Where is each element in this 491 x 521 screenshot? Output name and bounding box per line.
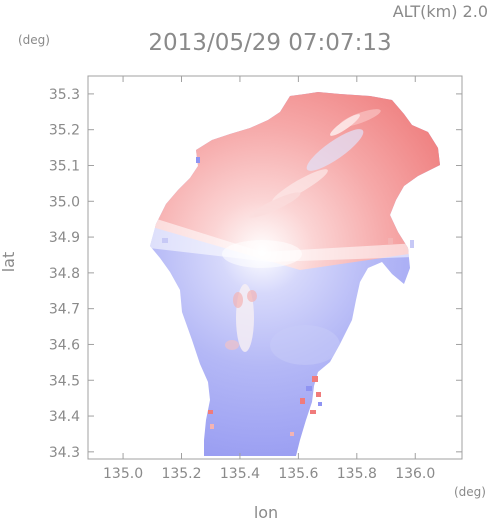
y-tick-label: 35.0 [49,194,80,210]
altitude-label: ALT(km) 2.0 [393,2,488,21]
x-axis: 135.0 135.2 135.4 135.6 135.8 136.0 [103,76,435,482]
y-tick-label: 34.7 [49,302,80,318]
y-axis: 35.3 35.2 35.1 35.0 34.9 34.8 34.7 34.6 34.5 34.4… [49,87,462,461]
x-tick-label: 135.4 [220,466,260,482]
y-axis-label: lat [0,252,18,273]
y-tick-label: 34.4 [49,409,80,425]
y-tick-label: 34.3 [49,445,80,461]
y-tick-label: 34.8 [49,266,80,282]
x-tick-label: 136.0 [395,466,435,482]
y-tick-label: 35.2 [49,123,80,139]
x-unit-label: (deg) [454,485,486,499]
y-tick-label: 35.1 [49,158,80,174]
y-tick-label: 34.6 [49,337,80,353]
y-tick-label: 35.3 [49,87,80,103]
x-tick-label: 135.2 [161,466,201,482]
plot-frame [87,75,463,460]
x-tick-label: 135.6 [278,466,318,482]
x-tick-label: 135.0 [103,466,143,482]
velocity-field [150,92,440,456]
y-tick-label: 34.9 [49,230,80,246]
y-tick-label: 34.5 [49,373,80,389]
y-unit-label: (deg) [18,33,50,47]
x-axis-label: lon [254,503,278,521]
x-tick-label: 135.8 [337,466,377,482]
speckle-echoes [162,157,414,436]
datetime-title: 2013/05/29 07:07:13 [148,30,391,56]
